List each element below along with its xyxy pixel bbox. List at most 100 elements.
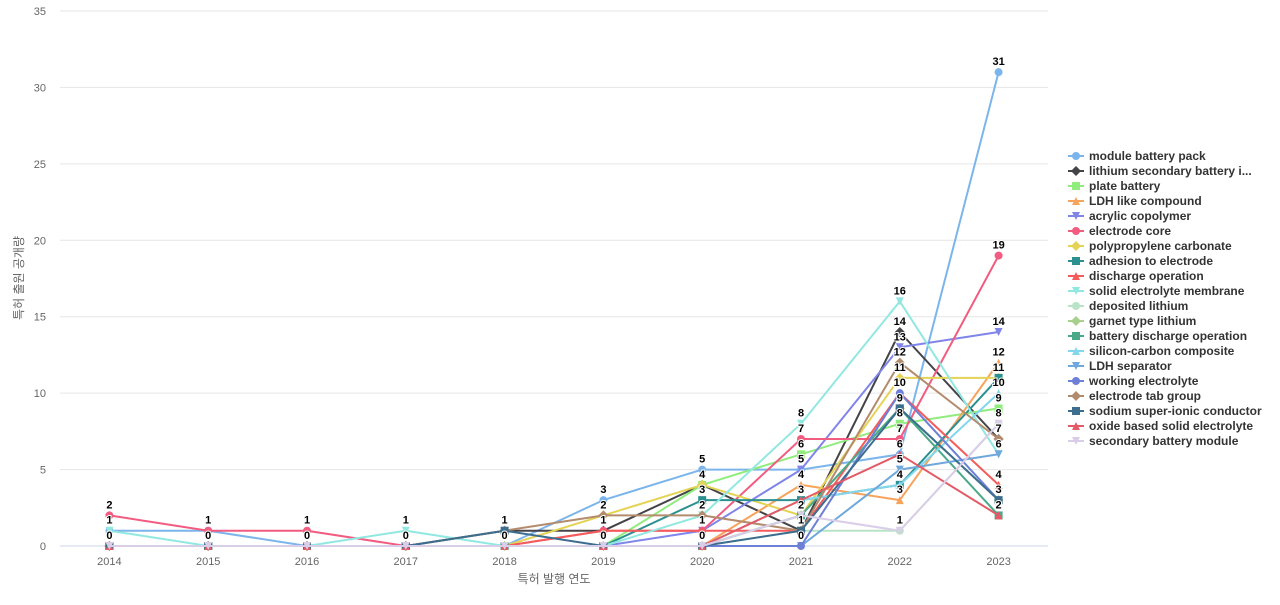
legend-item-2[interactable]: plate battery bbox=[1068, 179, 1161, 193]
series-6[interactable] bbox=[104, 372, 1004, 551]
data-point[interactable] bbox=[204, 542, 213, 550]
legend-item-3[interactable]: LDH like compound bbox=[1068, 194, 1202, 208]
legend-item-19[interactable]: secondary battery module bbox=[1068, 434, 1239, 448]
data-point[interactable] bbox=[598, 510, 609, 521]
data-point[interactable] bbox=[894, 327, 905, 337]
data-point[interactable] bbox=[994, 404, 1003, 413]
data-point[interactable] bbox=[698, 465, 707, 474]
data-point[interactable] bbox=[105, 511, 114, 520]
series-19[interactable] bbox=[105, 419, 1003, 550]
data-point[interactable] bbox=[797, 465, 805, 474]
data-point[interactable] bbox=[303, 526, 311, 535]
legend-item-11[interactable]: garnet type lithium bbox=[1068, 314, 1196, 328]
data-point[interactable] bbox=[895, 496, 904, 505]
data-point[interactable] bbox=[797, 435, 805, 443]
x-tick-label: 2016 bbox=[295, 556, 319, 568]
data-point[interactable] bbox=[697, 479, 708, 490]
legend-item-1[interactable]: lithium secondary battery i... bbox=[1068, 164, 1252, 178]
legend-item-4[interactable]: acrylic copolymer bbox=[1068, 209, 1191, 223]
series-line bbox=[109, 423, 1000, 547]
data-point[interactable] bbox=[895, 526, 904, 535]
data-point[interactable] bbox=[797, 480, 805, 489]
y-tick-label: 5 bbox=[40, 465, 46, 477]
data-point[interactable] bbox=[994, 251, 1003, 260]
data-point[interactable] bbox=[797, 419, 805, 428]
data-label: 8 bbox=[897, 408, 903, 420]
data-point[interactable] bbox=[994, 450, 1003, 459]
series-0[interactable] bbox=[105, 68, 1003, 550]
data-point[interactable] bbox=[797, 511, 805, 520]
series-12[interactable] bbox=[105, 404, 1003, 550]
legend-label: polypropylene carbonate bbox=[1089, 239, 1232, 253]
data-label: 12 bbox=[894, 347, 906, 359]
data-point[interactable] bbox=[994, 496, 1003, 505]
data-point[interactable] bbox=[797, 542, 805, 550]
data-point[interactable] bbox=[894, 372, 905, 383]
data-point[interactable] bbox=[994, 68, 1003, 77]
data-point[interactable] bbox=[994, 389, 1003, 398]
data-point[interactable] bbox=[599, 542, 608, 550]
x-tick-label: 2019 bbox=[591, 556, 615, 568]
data-point[interactable] bbox=[994, 480, 1003, 489]
data-point[interactable] bbox=[993, 434, 1004, 444]
data-point[interactable] bbox=[895, 465, 904, 474]
legend-item-9[interactable]: solid electrolyte membrane bbox=[1068, 284, 1245, 298]
data-point[interactable] bbox=[895, 435, 904, 443]
data-point[interactable] bbox=[994, 373, 1003, 382]
legend-item-12[interactable]: battery discharge operation bbox=[1068, 329, 1247, 343]
data-point[interactable] bbox=[303, 542, 311, 550]
data-point[interactable] bbox=[994, 358, 1003, 367]
data-point[interactable] bbox=[105, 542, 114, 550]
data-point[interactable] bbox=[895, 419, 904, 428]
y-axis-title: 특허 출원 공개량 bbox=[12, 236, 26, 320]
data-point[interactable] bbox=[697, 510, 708, 521]
data-point[interactable] bbox=[895, 343, 904, 352]
data-point[interactable] bbox=[994, 328, 1003, 336]
data-point[interactable] bbox=[500, 542, 509, 550]
series-11[interactable] bbox=[104, 403, 1004, 551]
data-point[interactable] bbox=[894, 357, 905, 368]
data-point[interactable] bbox=[797, 526, 805, 535]
legend-label: discharge operation bbox=[1089, 269, 1204, 283]
data-label: 5 bbox=[798, 454, 804, 466]
data-point[interactable] bbox=[797, 496, 805, 505]
data-point[interactable] bbox=[895, 480, 904, 489]
data-point[interactable] bbox=[204, 526, 213, 535]
legend-marker bbox=[1072, 437, 1080, 445]
data-point[interactable] bbox=[500, 526, 509, 535]
series-5[interactable] bbox=[105, 251, 1003, 550]
data-point[interactable] bbox=[698, 526, 707, 535]
data-point[interactable] bbox=[105, 526, 114, 535]
data-point[interactable] bbox=[698, 496, 707, 505]
data-point[interactable] bbox=[895, 404, 904, 413]
legend-item-16[interactable]: electrode tab group bbox=[1068, 389, 1201, 403]
data-point[interactable] bbox=[994, 419, 1003, 428]
series-17[interactable] bbox=[105, 404, 1003, 550]
data-point[interactable] bbox=[994, 511, 1003, 520]
legend-item-6[interactable]: polypropylene carbonate bbox=[1068, 239, 1232, 253]
legend-item-14[interactable]: LDH separator bbox=[1068, 359, 1172, 373]
series-2[interactable] bbox=[105, 404, 1003, 550]
data-point[interactable] bbox=[401, 542, 410, 550]
legend-item-13[interactable]: silicon-carbon composite bbox=[1068, 344, 1235, 358]
data-label: 10 bbox=[992, 377, 1004, 389]
data-point[interactable] bbox=[599, 526, 608, 535]
data-point[interactable] bbox=[797, 450, 805, 459]
data-point[interactable] bbox=[895, 389, 904, 398]
data-point[interactable] bbox=[895, 297, 904, 306]
legend-item-10[interactable]: deposited lithium bbox=[1068, 299, 1188, 313]
legend-item-7[interactable]: adhesion to electrode bbox=[1068, 254, 1213, 268]
legend-item-15[interactable]: working electrolyte bbox=[1068, 374, 1199, 388]
data-point[interactable] bbox=[599, 496, 608, 505]
legend-item-18[interactable]: oxide based solid electrolyte bbox=[1068, 419, 1253, 433]
legend-marker bbox=[1072, 347, 1080, 355]
legend-item-0[interactable]: module battery pack bbox=[1068, 149, 1206, 163]
data-label: 0 bbox=[600, 530, 606, 542]
legend-item-8[interactable]: discharge operation bbox=[1068, 269, 1204, 283]
data-point[interactable] bbox=[401, 526, 410, 535]
data-point[interactable] bbox=[698, 542, 707, 550]
legend-item-5[interactable]: electrode core bbox=[1068, 224, 1171, 238]
data-point[interactable] bbox=[895, 450, 904, 459]
legend-item-17[interactable]: sodium super-ionic conductor bbox=[1068, 404, 1262, 418]
